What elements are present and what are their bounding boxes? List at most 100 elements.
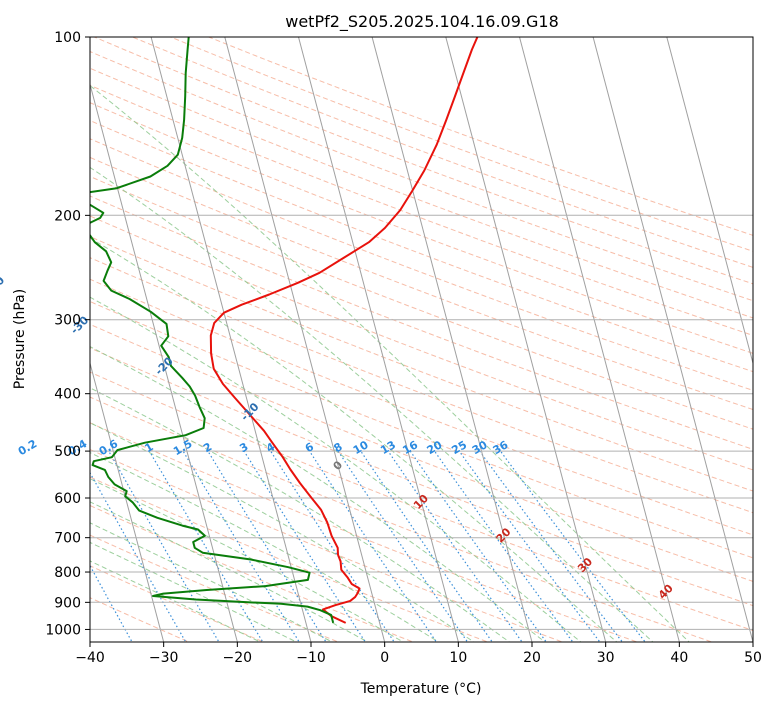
mixing-ratio-label: 3 [237,440,250,455]
mixing-ratio-label: 8 [331,440,344,455]
mixing-ratio-label: 30 [470,438,490,457]
moist-adiabats [90,84,690,642]
plot-frame [89,36,754,643]
dry-adiabats [90,37,753,642]
dry-adiabat-line [90,195,753,450]
dry-adiabat-line [90,396,714,642]
chart-title: wetPf2_S205.2025.104.16.09.G18 [285,12,559,32]
moist-adiabat-line [90,387,511,642]
mixing-ratio-label: 10 [351,438,371,457]
x-tick-label: 50 [744,650,762,666]
isotherm-line [90,82,238,642]
dry-adiabat-line [90,138,753,391]
y-tick-label: 400 [54,387,81,403]
isotherm-line [150,37,312,642]
dry-adiabat-label: 20 [494,525,514,545]
mixing-ratio-line [243,450,367,642]
mixing-ratio-label: 1 [142,440,155,455]
mixing-ratio-line [409,450,548,642]
mixing-ratio-line [0,451,83,644]
mixing-ratio-label: 0.6 [97,437,121,458]
isotherm-line [592,37,753,642]
mixing-ratio-line [182,450,300,642]
mixing-ratio-label: 1.5 [171,437,194,458]
dry-adiabat-line [90,120,753,373]
dry-adiabat-line [90,102,753,354]
dry-adiabat-line [208,37,753,236]
x-tick-label: −20 [223,650,253,666]
moist-adiabat-line [90,166,654,642]
dry-adiabat-line [90,347,753,607]
x-tick-label: 20 [523,650,541,666]
plot-area [0,37,753,644]
dry-adiabat-line [90,422,639,642]
mixing-ratio-lines [0,450,646,644]
isotherms [90,37,753,642]
mixing-ratio-line [270,450,395,642]
mixing-ratio-line [108,450,220,642]
isotherm-label: -20 [153,354,176,377]
dry-adiabat-label: 40 [656,581,676,601]
isotherm-line [224,37,386,642]
moist-adiabat-line [90,237,618,642]
y-tick-label: 900 [54,595,81,611]
isotherm-line [518,37,680,642]
x-axis-title: Temperature (°C) [360,681,482,697]
dry-adiabat-line [90,323,753,582]
dry-adiabat-line [90,278,753,536]
mixing-ratio-label: 0.2 [16,437,39,458]
y-tick-label: 1000 [45,622,81,638]
mixing-ratio-line [387,450,523,642]
isotherm-line [371,37,533,642]
y-tick-label: 100 [54,30,81,46]
y-tick-label: 300 [54,313,81,329]
mixing-ratio-line [90,564,133,642]
y-tick-label: 800 [54,565,81,581]
isotherm-line [297,37,459,642]
mixing-ratio-line [308,450,438,642]
dry-adiabat-line [90,534,340,642]
dry-adiabat-line [132,37,753,268]
isotherm-line [90,361,165,642]
x-tick-label: 40 [670,650,688,666]
dry-adiabat-line [90,448,564,642]
x-tick-label: −10 [296,650,326,666]
y-axis: 1000 900 800 700 600 500 400 300 200 100 [45,30,90,638]
dry-adiabat-line [90,84,753,336]
mixing-ratio-line [90,471,187,642]
mixing-ratio-label: 20 [425,438,445,457]
dry-adiabat-line [90,175,753,430]
x-tick-label: 10 [449,650,467,666]
x-axis: −40 −30 −20 −10 0 10 20 30 40 50 [75,642,762,666]
mixing-ratio-label: 13 [378,438,398,457]
mixing-ratio-line [148,450,264,642]
x-tick-label: −30 [149,650,179,666]
isotherm-line [445,37,607,642]
mixing-ratio-line [479,450,624,642]
y-tick-label: 700 [54,531,81,547]
dry-adiabat-line [90,156,753,411]
x-tick-label: −40 [75,650,105,666]
moist-adiabat-line [90,560,262,642]
mixing-ratio-label: 25 [449,438,469,457]
dewpoint-profile-line [90,37,335,624]
mixing-ratio-line [434,450,574,642]
y-tick-label: 500 [54,444,81,460]
dry-adiabat-line [90,300,753,559]
moist-adiabat-line [90,422,475,642]
mixing-ratio-label: 6 [303,440,316,455]
dry-adiabat-line [90,371,753,632]
dry-adiabat-line [90,215,753,471]
mixing-ratio-label: 2 [201,440,214,455]
isotherm-label: -40 [0,274,7,297]
moist-adiabat-line [90,296,582,642]
moist-adiabat-line [90,346,546,642]
dry-adiabat-line [170,37,753,252]
isobar-gridlines [90,37,753,630]
mixing-ratio-label: 36 [491,438,511,457]
moist-adiabat-line [90,501,369,642]
x-tick-label: 30 [597,650,615,666]
y-tick-label: 600 [54,491,81,507]
